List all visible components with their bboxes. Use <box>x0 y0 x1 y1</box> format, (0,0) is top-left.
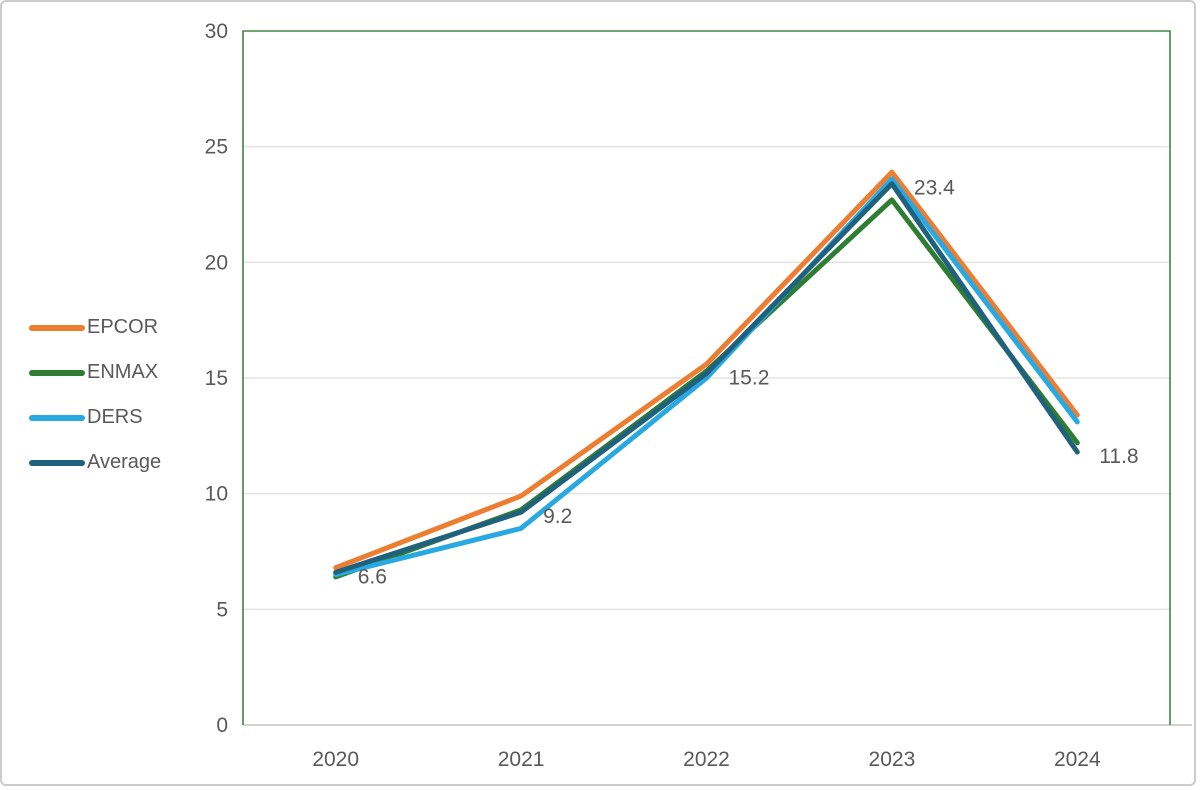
y-tick-label: 10 <box>205 483 228 506</box>
y-tick-label: 0 <box>216 714 228 737</box>
x-tick-label: 2024 <box>1054 748 1101 771</box>
ders-line-swatch <box>29 414 85 421</box>
legend-label-ders: DERS <box>87 406 143 428</box>
x-tick-label: 2023 <box>869 748 916 771</box>
data-label: 15.2 <box>729 366 770 389</box>
x-tick-label: 2021 <box>498 748 545 771</box>
series-line-ders <box>333 176 1080 578</box>
epcor-line-swatch <box>29 324 85 331</box>
y-tick-label: 5 <box>216 598 228 621</box>
legend-item-epcor: EPCOR <box>29 305 161 350</box>
data-label: 6.6 <box>358 565 387 588</box>
y-tick-label: 15 <box>205 367 228 390</box>
x-tick-label: 2022 <box>683 748 730 771</box>
series-line-enmax <box>333 197 1080 580</box>
data-label: 23.4 <box>914 177 955 200</box>
legend-item-enmax: ENMAX <box>29 350 161 395</box>
y-tick-label: 20 <box>205 251 228 274</box>
y-tick-label: 30 <box>205 20 228 43</box>
x-tick-label: 2020 <box>312 748 359 771</box>
legend-item-average: Average <box>29 440 161 485</box>
y-tick-label: 25 <box>205 136 228 159</box>
legend-label-enmax: ENMAX <box>87 361 159 383</box>
plot-border <box>242 30 1171 725</box>
enmax-line-swatch <box>29 369 85 376</box>
data-label: 11.8 <box>1099 445 1138 468</box>
legend-item-ders: DERS <box>29 395 161 440</box>
legend-label-average: Average <box>87 451 162 473</box>
legend-label-epcor: EPCOR <box>87 316 159 338</box>
chart-legend: EPCOR ENMAX DERS Average <box>29 305 161 485</box>
series-line-epcor <box>333 169 1080 571</box>
average-line-swatch <box>29 459 85 466</box>
data-label: 9.2 <box>543 505 572 528</box>
series-line-average <box>333 181 1080 575</box>
